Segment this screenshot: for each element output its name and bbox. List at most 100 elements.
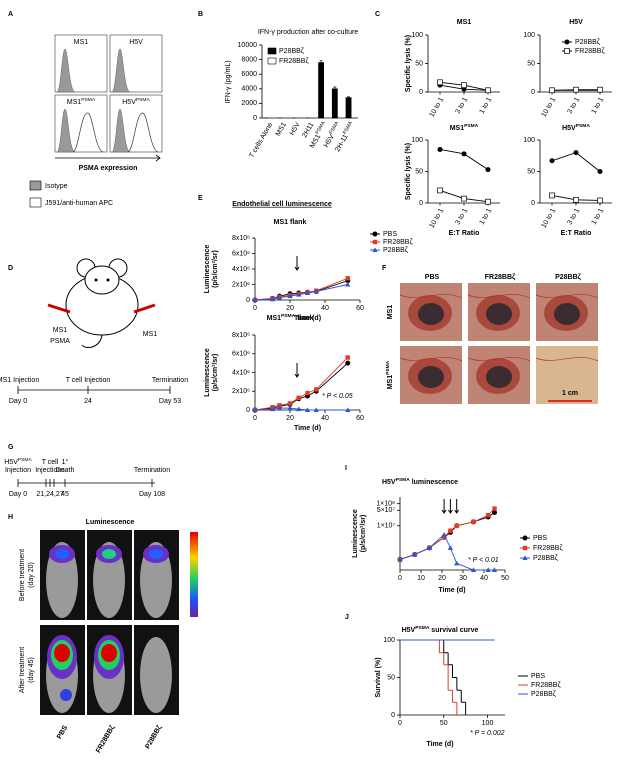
point bbox=[492, 506, 497, 511]
point bbox=[304, 407, 311, 412]
point bbox=[277, 403, 282, 408]
error-bar bbox=[333, 86, 337, 89]
chart-title-base: H5V bbox=[402, 627, 416, 634]
y-tick-label: 6x10⁶ bbox=[232, 250, 250, 257]
y-axis-label: (p/s/cm²/sr) bbox=[360, 515, 367, 553]
panel-label: E bbox=[198, 195, 203, 202]
y-tick-label: 4000 bbox=[241, 86, 257, 93]
point bbox=[454, 560, 460, 566]
timeline-event-base: 1° bbox=[62, 458, 69, 466]
vessel bbox=[467, 357, 531, 362]
chart-title-base: MS1 bbox=[450, 125, 465, 132]
chart-title: MS1 bbox=[457, 19, 472, 26]
point bbox=[448, 528, 453, 533]
psma-histogram bbox=[72, 112, 104, 153]
legend-label: P28BBζ bbox=[383, 247, 408, 254]
chart-title: MS1PSMA bbox=[450, 123, 479, 132]
timeline-event-base: H5V bbox=[4, 459, 18, 466]
timeline-event: Injections bbox=[35, 467, 65, 474]
x-tick-label: 0 bbox=[398, 575, 402, 582]
point bbox=[437, 79, 443, 86]
chart-title-rest: luminescence bbox=[410, 479, 458, 486]
x-tick-label: 50 bbox=[501, 575, 509, 582]
point bbox=[522, 555, 528, 560]
legend-swatch bbox=[29, 180, 42, 191]
isotype-histogram bbox=[111, 108, 131, 153]
x-tick-label: 10 to 1 bbox=[541, 96, 558, 118]
y-axis-label: (p/s/cm²/sr) bbox=[212, 354, 219, 392]
point bbox=[345, 281, 351, 287]
flow-title-sup: PSMA bbox=[136, 97, 151, 103]
x-axis-label: Time (d) bbox=[438, 587, 465, 594]
series-line bbox=[551, 152, 601, 172]
point bbox=[597, 169, 603, 174]
legend-label: P28BBζ bbox=[533, 555, 558, 562]
x-axis-label: Time (d) bbox=[426, 741, 453, 748]
legend-label: Isotype bbox=[45, 183, 68, 190]
imaging-column: FR28BBζ bbox=[95, 724, 117, 755]
y-tick-label: 10000 bbox=[238, 42, 258, 49]
imaging-row: (day 20) bbox=[28, 562, 35, 588]
x-tick-label: 1 to 1 bbox=[591, 207, 606, 226]
x-tick-label: 1 to 1 bbox=[479, 207, 494, 226]
x-tick-label-base: MS1 bbox=[309, 133, 322, 149]
tumor bbox=[418, 303, 444, 325]
y-axis-label: Survival (%) bbox=[375, 657, 382, 697]
colorbar bbox=[190, 532, 198, 617]
y-tick-label: 0 bbox=[419, 200, 423, 207]
point bbox=[269, 296, 276, 302]
point bbox=[471, 519, 476, 525]
point bbox=[573, 197, 579, 203]
imaging-row: (day 45) bbox=[28, 657, 35, 683]
vessel bbox=[399, 294, 463, 299]
y-tick-label: 0 bbox=[531, 89, 535, 96]
point bbox=[549, 192, 555, 199]
y-tick-label: 50 bbox=[387, 674, 395, 681]
y-tick-label: 6x10⁶ bbox=[232, 351, 250, 358]
x-tick-label-sup: PSMA bbox=[342, 120, 354, 136]
chart-title: MS1PSMA flank bbox=[267, 313, 314, 322]
point bbox=[437, 187, 443, 194]
diagram-label: PSMA bbox=[50, 338, 70, 345]
point bbox=[485, 198, 491, 205]
point bbox=[372, 247, 378, 252]
timeline-event: 1° bbox=[62, 458, 69, 466]
y-tick-label: 4x10⁶ bbox=[232, 266, 250, 273]
x-axis-label: Time (d) bbox=[294, 425, 321, 432]
point bbox=[397, 556, 403, 562]
flow-title-sup: PSMA bbox=[81, 97, 96, 103]
point bbox=[597, 197, 603, 204]
x-tick-label: 40 bbox=[321, 305, 329, 312]
y-tick-label: 8000 bbox=[241, 56, 257, 63]
legend-label: FR28BBζ bbox=[279, 58, 309, 65]
timeline-day: Day 108 bbox=[139, 491, 165, 498]
legend-label: FR28BBζ bbox=[533, 545, 563, 552]
chart-title-sup: PSMA bbox=[576, 123, 591, 129]
mouse-head bbox=[84, 265, 120, 295]
point bbox=[485, 567, 491, 572]
flow-title-base: MS1 bbox=[74, 39, 89, 46]
timeline-event: T cell bbox=[42, 459, 59, 466]
timeline-day: Day 53 bbox=[159, 398, 181, 405]
y-axis-label: Specific lysis (%) bbox=[405, 35, 412, 92]
tumor bbox=[486, 303, 512, 325]
legend-label: PBS bbox=[533, 535, 547, 542]
y-tick-label: 5×10⁷ bbox=[377, 507, 396, 514]
series-line bbox=[254, 284, 348, 301]
point bbox=[491, 567, 498, 572]
point bbox=[305, 390, 310, 396]
mouse bbox=[140, 637, 172, 713]
injection-arrow bbox=[441, 499, 447, 514]
x-tick-label-base: T cells Alone bbox=[248, 121, 274, 159]
vessel bbox=[535, 294, 599, 299]
point bbox=[372, 239, 378, 245]
y-tick-label: 100 bbox=[411, 32, 423, 39]
photo-row-sup: PSMA bbox=[385, 360, 391, 375]
flow-title-base: H5V bbox=[129, 39, 143, 46]
injection-arrow bbox=[294, 256, 300, 271]
point bbox=[269, 406, 276, 412]
annotation: * P < 0.01 bbox=[468, 557, 499, 564]
flow-title: H5V bbox=[129, 39, 143, 46]
syringe bbox=[47, 303, 71, 314]
point bbox=[287, 401, 293, 406]
